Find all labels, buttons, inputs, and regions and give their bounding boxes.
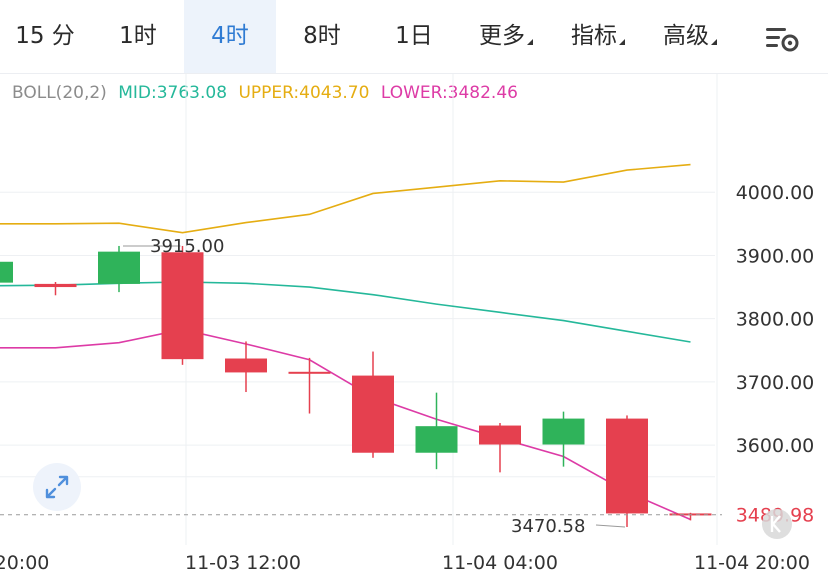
candle-body[interactable] <box>288 371 331 374</box>
tab-6[interactable]: 指标 <box>552 0 644 73</box>
expand-icon <box>45 475 69 499</box>
tab-7[interactable]: 高级 <box>644 0 736 73</box>
y-tick-label: 3900.00 <box>736 245 815 267</box>
timeframe-tabbar: 15 分 1时 4时 8时 1日 更多 指标 高级 <box>0 0 828 74</box>
high-price-annotation: 3915.00 <box>150 236 224 257</box>
dropdown-caret-icon <box>527 39 533 45</box>
x-tick-label: 11-03 12:00 <box>185 552 301 574</box>
tab-label: 1日 <box>395 23 433 49</box>
tab-3[interactable]: 8时 <box>276 0 368 73</box>
boll-indicator-readout: BOLL(20,2) MID:3763.08 UPPER:4043.70 LOW… <box>12 83 518 103</box>
boll-lower-line <box>0 328 691 521</box>
low-annotation-leader <box>595 524 626 528</box>
candle-body[interactable] <box>34 283 77 288</box>
y-tick-label: 3700.00 <box>736 372 815 394</box>
candle-body[interactable] <box>352 375 394 453</box>
candle-body[interactable] <box>415 426 458 453</box>
dropdown-caret-icon <box>619 39 625 45</box>
tab-2[interactable]: 4时 <box>184 0 276 73</box>
boll-upper-value: UPPER:4043.70 <box>238 83 370 103</box>
tab-label: 高级 <box>663 23 709 49</box>
low-price-annotation: 3470.58 <box>511 516 585 537</box>
candle-body[interactable] <box>542 418 585 445</box>
tab-5[interactable]: 更多 <box>460 0 552 73</box>
candle-body[interactable] <box>98 251 140 284</box>
tab-label: 15 分 <box>15 23 75 49</box>
candle-body[interactable] <box>0 261 13 283</box>
tab-label: 更多 <box>479 23 525 49</box>
boll-lower-value: LOWER:3482.46 <box>380 83 518 103</box>
tab-4[interactable]: 1日 <box>368 0 460 73</box>
x-tick-label: 20:00 <box>0 552 49 574</box>
tab-1[interactable]: 1时 <box>92 0 184 73</box>
expand-chart-button[interactable] <box>33 463 81 511</box>
boll-upper-line <box>0 163 691 234</box>
chart-settings-icon[interactable] <box>762 22 802 54</box>
y-tick-label: 4000.00 <box>736 182 815 204</box>
tab-label: 1时 <box>119 23 157 49</box>
candle-body[interactable] <box>606 418 648 514</box>
candle-body[interactable] <box>225 358 267 373</box>
dropdown-caret-icon <box>711 39 717 45</box>
tab-label: 8时 <box>303 23 341 49</box>
boll-mid-line <box>0 281 691 343</box>
scroll-to-latest-button[interactable] <box>762 509 792 539</box>
tab-label: 指标 <box>571 23 617 49</box>
tab-0[interactable]: 15 分 <box>0 0 90 73</box>
boll-mid-value: MID:3763.08 <box>118 83 228 103</box>
chevron-left-icon <box>770 515 781 533</box>
y-tick-label: 3800.00 <box>736 309 815 331</box>
candle-body[interactable] <box>479 425 521 445</box>
tab-label: 4时 <box>211 23 249 49</box>
x-tick-label: 11-04 04:00 <box>442 552 558 574</box>
scroll-to-latest-icon <box>762 509 792 539</box>
x-tick-label: 11-04 20:00 <box>694 552 810 574</box>
candle-body[interactable] <box>161 252 204 360</box>
boll-name: BOLL(20,2) <box>12 83 107 103</box>
y-tick-label: 3600.00 <box>736 435 815 457</box>
